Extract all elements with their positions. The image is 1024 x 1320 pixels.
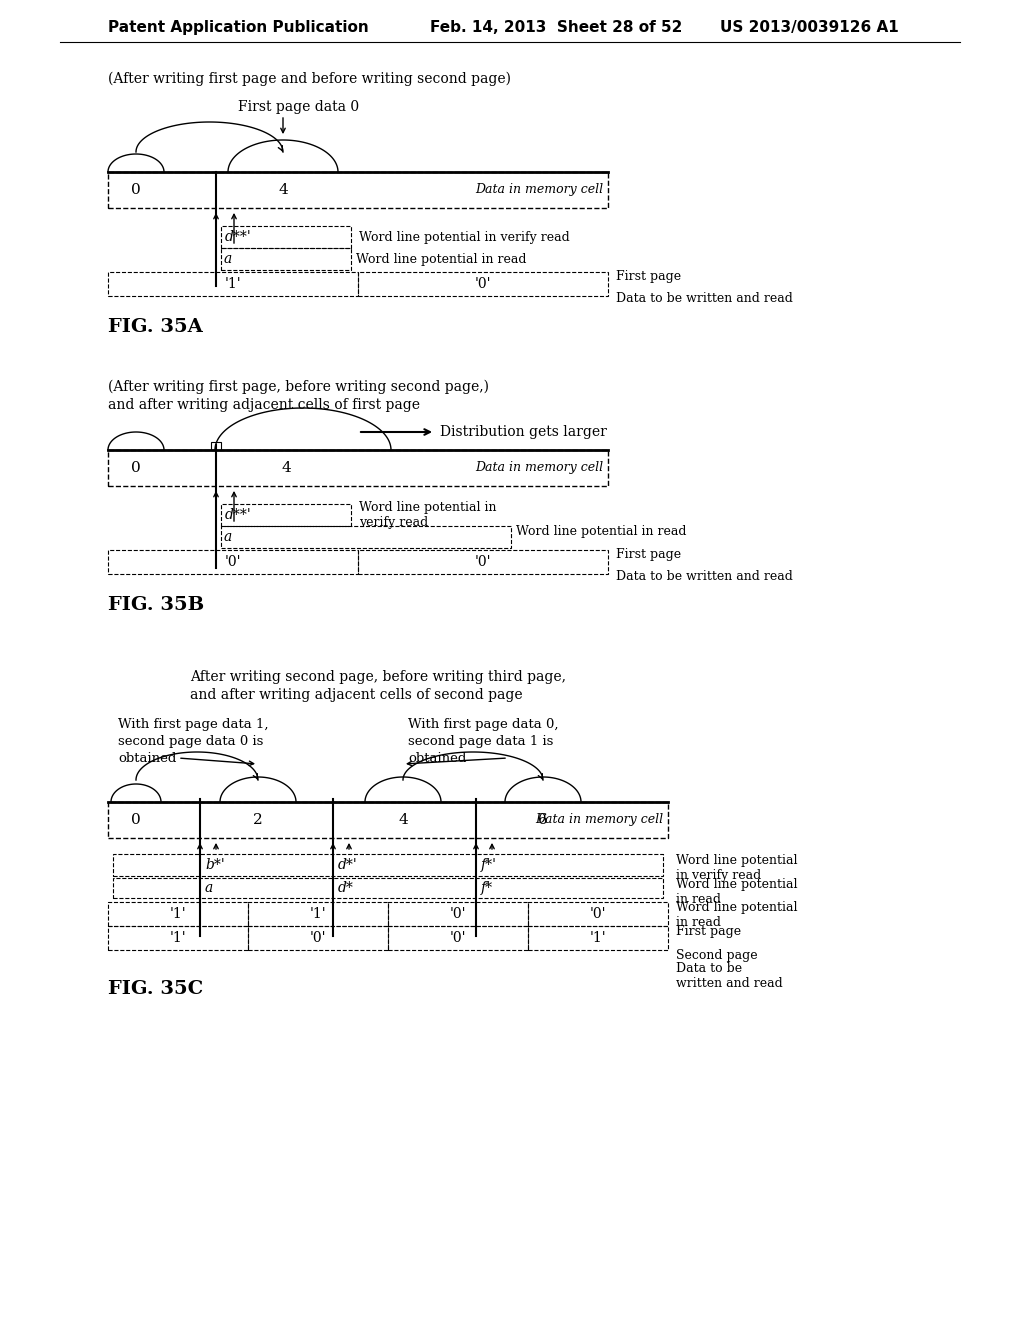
Text: 4: 4	[398, 813, 408, 828]
Text: b*': b*'	[205, 858, 224, 873]
Text: First page: First page	[676, 925, 741, 939]
Text: f*: f*	[481, 880, 494, 895]
Text: First page data 0: First page data 0	[238, 100, 359, 114]
Text: 4: 4	[279, 183, 288, 197]
Text: a: a	[224, 531, 232, 544]
Text: and after writing adjacent cells of first page: and after writing adjacent cells of firs…	[108, 399, 420, 412]
Bar	[108, 172, 608, 209]
Text: '0': '0'	[450, 931, 466, 945]
Text: Word line potential
in verify read: Word line potential in verify read	[676, 854, 798, 882]
Bar	[221, 525, 511, 548]
Text: Word line potential in
verify read: Word line potential in verify read	[359, 502, 497, 529]
Text: f*': f*'	[481, 858, 497, 873]
Text: '0': '0'	[590, 907, 606, 921]
Bar	[108, 927, 248, 950]
Text: Data in memory cell: Data in memory cell	[535, 813, 663, 826]
Text: 0: 0	[131, 183, 141, 197]
Text: Patent Application Publication: Patent Application Publication	[108, 20, 369, 36]
Text: '0': '0'	[475, 277, 492, 290]
Text: '1': '1'	[170, 907, 186, 921]
Text: Data to be written and read: Data to be written and read	[616, 292, 793, 305]
Bar	[211, 442, 221, 450]
Bar	[248, 902, 388, 927]
Text: '1': '1'	[309, 907, 327, 921]
Text: FIG. 35C: FIG. 35C	[108, 979, 203, 998]
Text: Word line potential
in read: Word line potential in read	[676, 878, 798, 906]
Text: FIG. 35A: FIG. 35A	[108, 318, 203, 337]
Text: (After writing first page, before writing second page,): (After writing first page, before writin…	[108, 380, 489, 395]
Bar	[108, 803, 668, 838]
Bar	[113, 854, 663, 876]
Bar	[108, 272, 358, 296]
Text: d**': d**'	[225, 230, 252, 244]
Bar	[528, 927, 668, 950]
Text: With first page data 1,: With first page data 1,	[118, 718, 268, 731]
Text: First page: First page	[616, 271, 681, 282]
Text: and after writing adjacent cells of second page: and after writing adjacent cells of seco…	[190, 688, 522, 702]
Text: 0: 0	[131, 813, 141, 828]
Text: '0': '0'	[450, 907, 466, 921]
Text: Data to be
written and read: Data to be written and read	[676, 962, 782, 990]
Text: d**': d**'	[225, 508, 252, 521]
Text: FIG. 35B: FIG. 35B	[108, 597, 204, 614]
Text: 0: 0	[131, 461, 141, 475]
Text: Word line potential in verify read: Word line potential in verify read	[359, 231, 569, 243]
Text: Word line potential in read: Word line potential in read	[516, 525, 686, 539]
Text: Word line potential
in read: Word line potential in read	[676, 902, 798, 929]
Text: '0': '0'	[475, 554, 492, 569]
Bar	[358, 550, 608, 574]
Bar	[221, 248, 351, 271]
Text: Data in memory cell: Data in memory cell	[475, 183, 603, 197]
Text: After writing second page, before writing third page,: After writing second page, before writin…	[190, 671, 566, 684]
Text: Second page: Second page	[676, 949, 758, 962]
Text: With first page data 0,: With first page data 0,	[408, 718, 558, 731]
Bar	[108, 902, 248, 927]
Bar	[528, 902, 668, 927]
Text: Word line potential in read: Word line potential in read	[356, 252, 526, 265]
Bar	[221, 226, 351, 248]
Text: '1': '1'	[170, 931, 186, 945]
Text: second page data 0 is: second page data 0 is	[118, 735, 263, 748]
Text: '1': '1'	[224, 277, 242, 290]
Text: '1': '1'	[590, 931, 606, 945]
Text: Feb. 14, 2013  Sheet 28 of 52: Feb. 14, 2013 Sheet 28 of 52	[430, 20, 682, 36]
Text: (After writing first page and before writing second page): (After writing first page and before wri…	[108, 73, 511, 86]
Text: '0': '0'	[309, 931, 327, 945]
Text: Distribution gets larger: Distribution gets larger	[440, 425, 607, 440]
Bar	[113, 878, 663, 898]
Text: a: a	[205, 880, 213, 895]
Bar	[388, 902, 528, 927]
Text: obtained: obtained	[118, 752, 176, 766]
Text: '0': '0'	[224, 554, 242, 569]
Text: 2: 2	[253, 813, 263, 828]
Text: second page data 1 is: second page data 1 is	[408, 735, 553, 748]
Text: obtained: obtained	[408, 752, 466, 766]
Text: d*': d*'	[338, 858, 357, 873]
Text: a: a	[224, 252, 232, 267]
Text: d*: d*	[338, 880, 354, 895]
Bar	[358, 272, 608, 296]
Bar	[108, 550, 358, 574]
Bar	[221, 504, 351, 525]
Bar	[108, 450, 608, 486]
Text: First page: First page	[616, 548, 681, 561]
Text: 4: 4	[282, 461, 291, 475]
Bar	[248, 927, 388, 950]
Text: 6: 6	[539, 813, 548, 828]
Text: Data in memory cell: Data in memory cell	[475, 462, 603, 474]
Bar	[388, 927, 528, 950]
Text: US 2013/0039126 A1: US 2013/0039126 A1	[720, 20, 899, 36]
Text: Data to be written and read: Data to be written and read	[616, 570, 793, 583]
